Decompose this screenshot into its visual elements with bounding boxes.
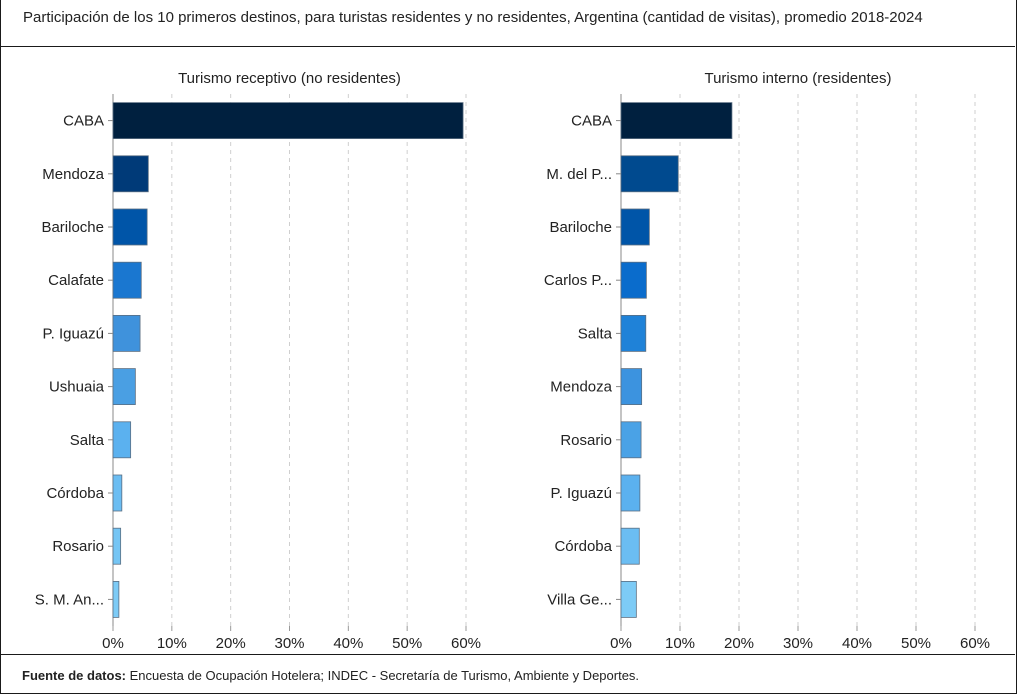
- interno-bar: [620, 155, 679, 193]
- interno-bar: [620, 314, 647, 352]
- receptivo-category-label: Calafate: [48, 272, 104, 289]
- interno-bar: [620, 421, 642, 459]
- interno-x-tick-label: 40%: [842, 635, 872, 652]
- receptivo-category-label: P. Iguazú: [43, 325, 104, 342]
- interno-x-tick-label: 50%: [901, 635, 931, 652]
- receptivo-bar: [112, 261, 142, 299]
- interno-x-tick-label: 30%: [783, 635, 813, 652]
- receptivo-bar: [112, 102, 464, 139]
- receptivo-bar: [112, 527, 122, 565]
- interno-category-label: Villa Ge...: [547, 591, 612, 608]
- receptivo-bar: [112, 474, 123, 512]
- interno-bar: [620, 102, 733, 139]
- source-label: Fuente de datos:: [22, 668, 127, 683]
- receptivo-panel-title: Turismo receptivo (no residentes): [178, 70, 401, 87]
- interno-bar: [620, 527, 640, 565]
- receptivo-x-tick-label: 40%: [333, 635, 363, 652]
- interno-x-tick-label: 0%: [610, 635, 632, 652]
- receptivo-bar: [112, 421, 132, 459]
- source-text: Encuesta de Ocupación Hotelera; INDEC - …: [129, 668, 640, 683]
- receptivo-x-tick-label: 20%: [216, 635, 246, 652]
- chart-title: Participación de los 10 primeros destino…: [23, 9, 923, 26]
- interno-x-tick-label: 10%: [665, 635, 695, 652]
- receptivo-bar: [112, 155, 149, 193]
- receptivo-x-tick-label: 60%: [451, 635, 481, 652]
- charts-area: Turismo receptivo (no residentes) 0% 10% 20…: [35, 70, 990, 652]
- interno-category-label: Carlos P...: [544, 272, 612, 289]
- interno-x-tick-label: 20%: [724, 635, 754, 652]
- interno-panel-title: Turismo interno (residentes): [704, 70, 891, 87]
- interno-category-label: P. Iguazú: [551, 485, 612, 502]
- receptivo-x-tick-label: 30%: [274, 635, 304, 652]
- receptivo-category-label: Ushuaia: [49, 379, 105, 396]
- receptivo-category-label: Salta: [70, 432, 105, 449]
- receptivo-category-label: Bariloche: [41, 219, 104, 236]
- interno-category-label: Rosario: [560, 432, 612, 449]
- receptivo-bar: [112, 581, 120, 618]
- interno-category-label: CABA: [571, 113, 612, 130]
- receptivo-category-label: Mendoza: [42, 166, 104, 183]
- interno-bar: [620, 368, 643, 406]
- receptivo-category-label: Córdoba: [46, 485, 104, 502]
- interno-bar: [620, 208, 650, 246]
- header: Participación de los 10 primeros destino…: [0, 0, 1015, 47]
- interno-category-label: Bariloche: [549, 219, 612, 236]
- receptivo-bar: [112, 314, 141, 352]
- receptivo-x-tick-label: 0%: [102, 635, 124, 652]
- receptivo-bar: [112, 208, 148, 246]
- interno-category-label: Salta: [578, 325, 613, 342]
- receptivo-category-label: CABA: [63, 113, 104, 130]
- receptivo-x-tick-label: 50%: [392, 635, 422, 652]
- receptivo-x-tick-label: 10%: [157, 635, 187, 652]
- interno-category-label: M. del P...: [546, 166, 612, 183]
- interno-bar: [620, 581, 637, 618]
- receptivo-category-label: S. M. An...: [35, 591, 104, 608]
- interno-bar: [620, 261, 647, 299]
- interno-x-tick-label: 60%: [960, 635, 990, 652]
- interno-bar: [620, 474, 641, 512]
- interno-category-label: Córdoba: [554, 538, 612, 555]
- footer: Fuente de datos: Encuesta de Ocupación H…: [0, 654, 1015, 695]
- source-note: Fuente de datos: Encuesta de Ocupación H…: [22, 668, 639, 683]
- receptivo-bar: [112, 368, 136, 406]
- interno-category-label: Mendoza: [550, 379, 612, 396]
- receptivo-category-label: Rosario: [52, 538, 104, 555]
